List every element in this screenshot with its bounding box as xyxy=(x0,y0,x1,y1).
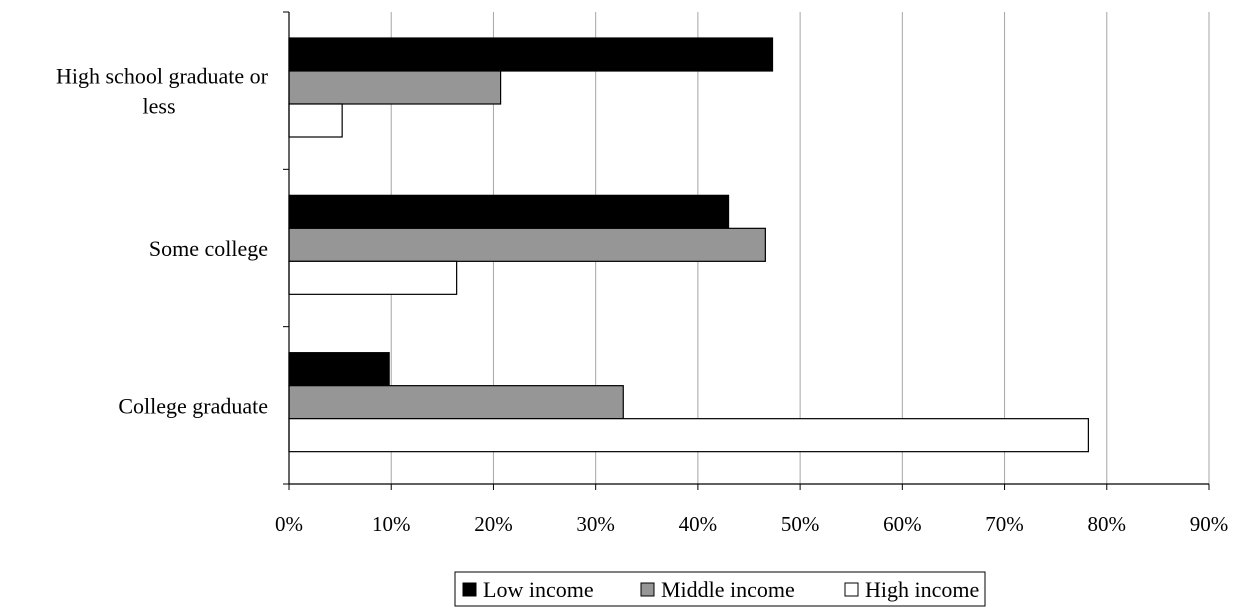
x-tick-label: 40% xyxy=(679,512,718,536)
legend-swatch xyxy=(640,582,655,597)
x-tick-label: 0% xyxy=(275,512,303,536)
bar-low-income xyxy=(288,37,774,72)
bar-high-income xyxy=(288,103,343,138)
legend-label: High income xyxy=(865,577,979,602)
category-label-line: High school graduate or xyxy=(56,64,269,89)
category-label: Some college xyxy=(149,236,268,261)
x-tick-labels: 0% 10% 20% 30% 40% 50% 60% 70% 80% 90% xyxy=(275,512,1228,536)
x-tick-label: 30% xyxy=(576,512,615,536)
legend-box xyxy=(454,571,986,607)
axes xyxy=(283,11,1210,490)
category-label-line: Some college xyxy=(149,236,268,261)
legend-swatch xyxy=(844,582,859,597)
bar-middle-income xyxy=(288,70,502,105)
bar-middle-income xyxy=(288,227,766,262)
bar-middle-income xyxy=(288,385,624,420)
legend: Low income Middle income High income xyxy=(454,571,986,607)
x-tick-label: 60% xyxy=(883,512,922,536)
bar-low-income xyxy=(288,352,390,387)
x-tick-label: 90% xyxy=(1190,512,1229,536)
legend-label: Low income xyxy=(483,577,594,602)
x-tick-label: 80% xyxy=(1088,512,1127,536)
category-label: College graduate xyxy=(118,393,268,418)
legend-label: Middle income xyxy=(661,577,795,602)
x-tick-label: 10% xyxy=(372,512,411,536)
category-labels: High school graduate or less Some college C… xyxy=(56,64,269,419)
bar-low-income xyxy=(288,194,730,229)
x-tick-label: 70% xyxy=(985,512,1024,536)
category-label-line: College graduate xyxy=(118,393,268,418)
x-tick-label: 50% xyxy=(781,512,820,536)
category-label-line: less xyxy=(143,94,176,119)
bars xyxy=(288,37,1089,453)
category-label: High school graduate or less xyxy=(56,64,269,119)
bar-high-income xyxy=(288,260,458,295)
legend-swatch xyxy=(462,582,477,597)
x-tick-label: 20% xyxy=(474,512,513,536)
bar-high-income xyxy=(288,418,1089,453)
